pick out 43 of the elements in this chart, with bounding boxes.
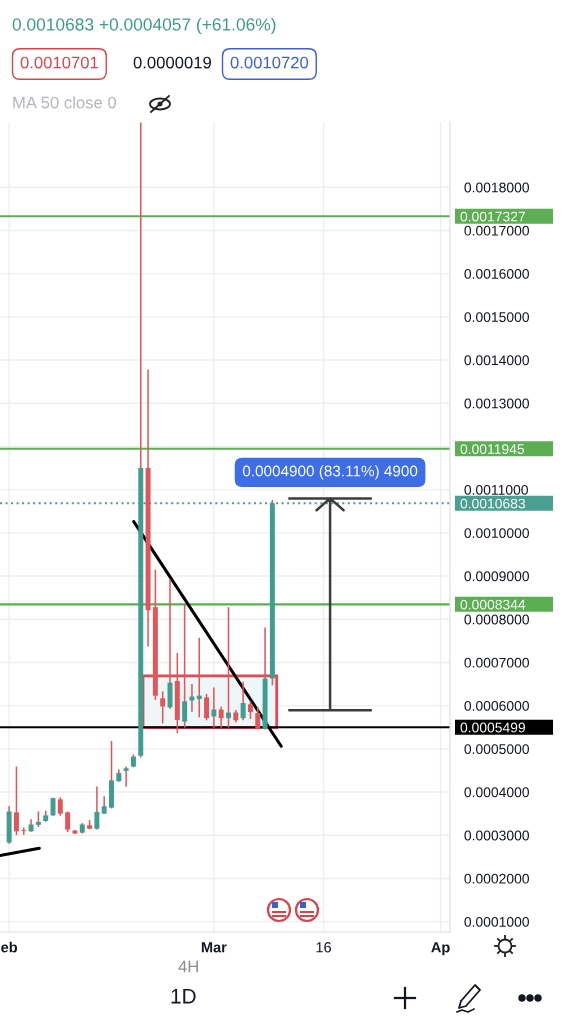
y-tick-label: 0.0004000 [464, 787, 529, 798]
y-tick-label: 0.0016000 [464, 268, 529, 279]
y-tick-label: 0.0011000 [464, 484, 528, 495]
text: 4H [178, 960, 198, 973]
y-tick-label: 0.0005000 [464, 744, 529, 754]
candlestick [94, 785, 100, 831]
candlestick [57, 796, 63, 817]
text: 0.0010701 [20, 56, 98, 69]
candlestick [13, 765, 19, 836]
candlestick [160, 690, 166, 725]
x-tick-label: eb [1, 941, 18, 953]
y-tick-label: 0.0007000 [464, 657, 529, 668]
x-tick-label: Mar [201, 942, 227, 953]
y-tick-label: 0.0013000 [464, 398, 529, 409]
text: 0.0010720 [230, 56, 309, 69]
chart-subtitle: 0.0010683 +0.0004057 (+61.06%) [12, 17, 276, 35]
y-tick-label: 0.0014000 [464, 355, 529, 366]
y-tick-label: 0.0002000 [464, 873, 529, 884]
x-tick-label: Ap [431, 942, 450, 956]
text: 1D [171, 989, 196, 1004]
ref-line-label: 0.0008344 [460, 599, 526, 610]
y-tick-label: 0.0001000 [464, 916, 529, 927]
y-tick-label: 0.0006000 [464, 700, 529, 711]
ref-line-label: 0.0011945 [460, 444, 525, 454]
y-tick-label: 0.0017000 [464, 225, 529, 236]
text: 0.0000019 [133, 56, 211, 69]
candlestick [21, 826, 27, 836]
candlestick [65, 810, 71, 833]
candlestick [204, 693, 210, 722]
ref-line-label: 0.0005499 [460, 722, 525, 733]
y-tick-label: 0.0008000 [464, 614, 529, 625]
x-tick-label: 16 [316, 942, 332, 953]
ref-line-label: 0.0010683 [460, 498, 526, 509]
ref-line-label: 0.0017327 [460, 211, 525, 222]
candlestick [123, 765, 129, 788]
y-tick-label: 0.0003000 [464, 830, 529, 841]
y-tick-label: 0.0018000 [464, 182, 529, 193]
annotation: 0.0004900 (83.11%) 4900 [242, 465, 418, 480]
y-tick-label: 0.0010000 [464, 528, 529, 538]
candlestick [240, 681, 246, 722]
y-tick-label: 0.0015000 [464, 312, 529, 322]
y-tick-label: 0.0009000 [464, 571, 529, 582]
text: MA 50 close 0 [13, 96, 117, 109]
